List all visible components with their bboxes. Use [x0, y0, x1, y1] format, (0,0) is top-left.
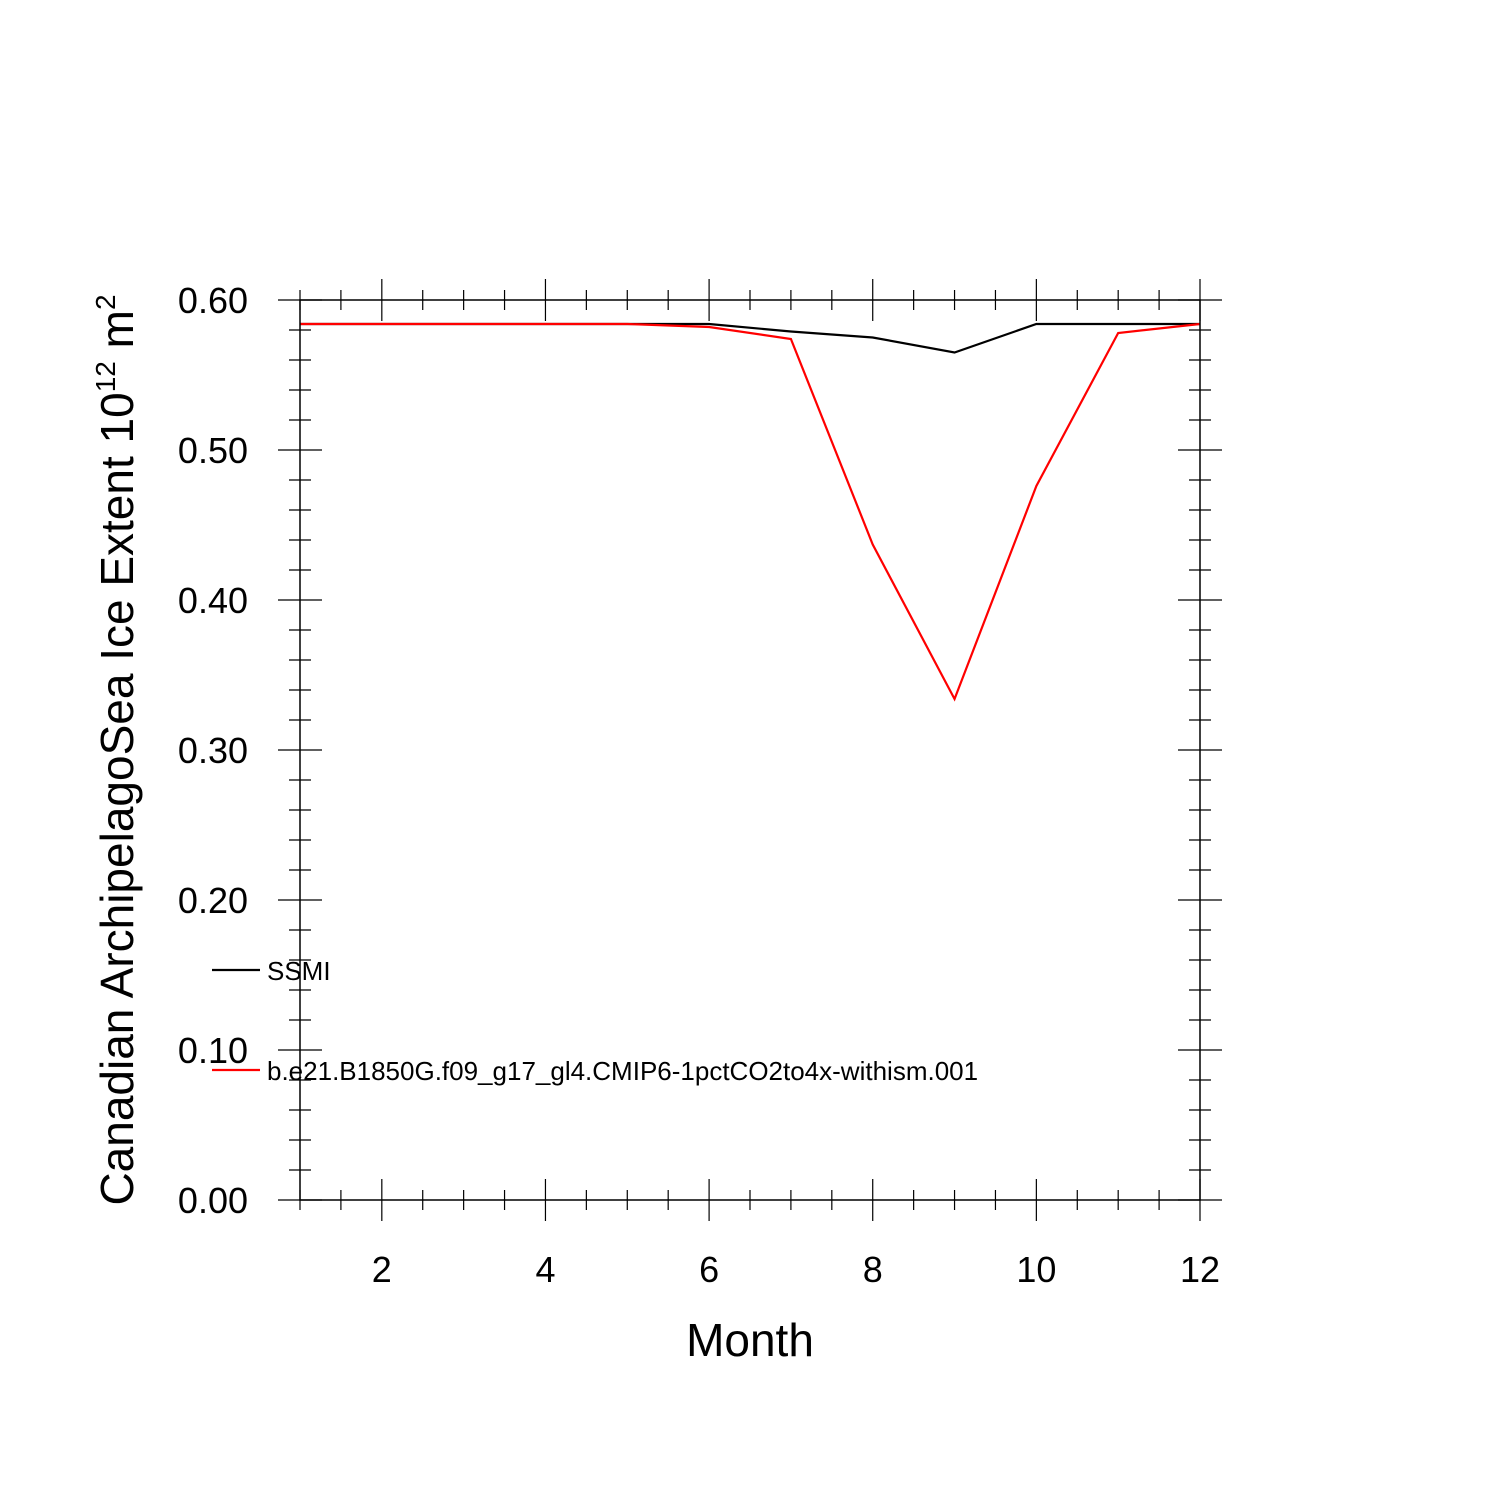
x-tick-label: 2	[372, 1249, 392, 1290]
series-line-2	[300, 322, 1201, 702]
y-axis-title-unit-exponent: 2	[90, 294, 121, 310]
x-tick-label: 12	[1180, 1249, 1220, 1290]
y-tick-label: 0.60	[178, 280, 248, 321]
y-tick-label: 0.20	[178, 880, 248, 921]
y-tick-label: 0.40	[178, 580, 248, 621]
x-tick-label: 6	[699, 1249, 719, 1290]
x-tick-label: 8	[863, 1249, 883, 1290]
plot-frame	[299, 299, 1201, 1201]
x-tick-label: 4	[535, 1249, 555, 1290]
y-tick-label: 0.00	[178, 1180, 248, 1221]
y-tick-label: 0.50	[178, 430, 248, 471]
y-tick-labels: 0.00 0.10 0.20 0.30 0.40 0.50 0.60	[178, 280, 248, 1221]
y-axis-title-exponent: 12	[90, 361, 121, 392]
y-tick-label: 0.30	[178, 730, 248, 771]
x-tick-labels: 2 4 6 8 10 12	[372, 1249, 1220, 1290]
legend: SSMI b.e21.B1850G.f09_g17_gl4.CMIP6-1pctC…	[212, 956, 978, 1086]
y-axis-title-unit: m	[91, 310, 143, 361]
x-tick-label: 10	[1016, 1249, 1056, 1290]
legend-label: SSMI	[267, 956, 331, 986]
series-lines	[300, 322, 1201, 702]
series-line-1	[300, 322, 1200, 354]
y-axis-title-main: Canadian ArchipelagoSea Ice Extent 10	[91, 392, 143, 1205]
x-axis-title: Month	[686, 1314, 814, 1366]
y-axis-title: Canadian ArchipelagoSea Ice Extent 1012 …	[90, 294, 143, 1205]
y-tick-label: 0.10	[178, 1030, 248, 1071]
legend-label: b.e21.B1850G.f09_g17_gl4.CMIP6-1pctCO2to…	[267, 1056, 978, 1086]
